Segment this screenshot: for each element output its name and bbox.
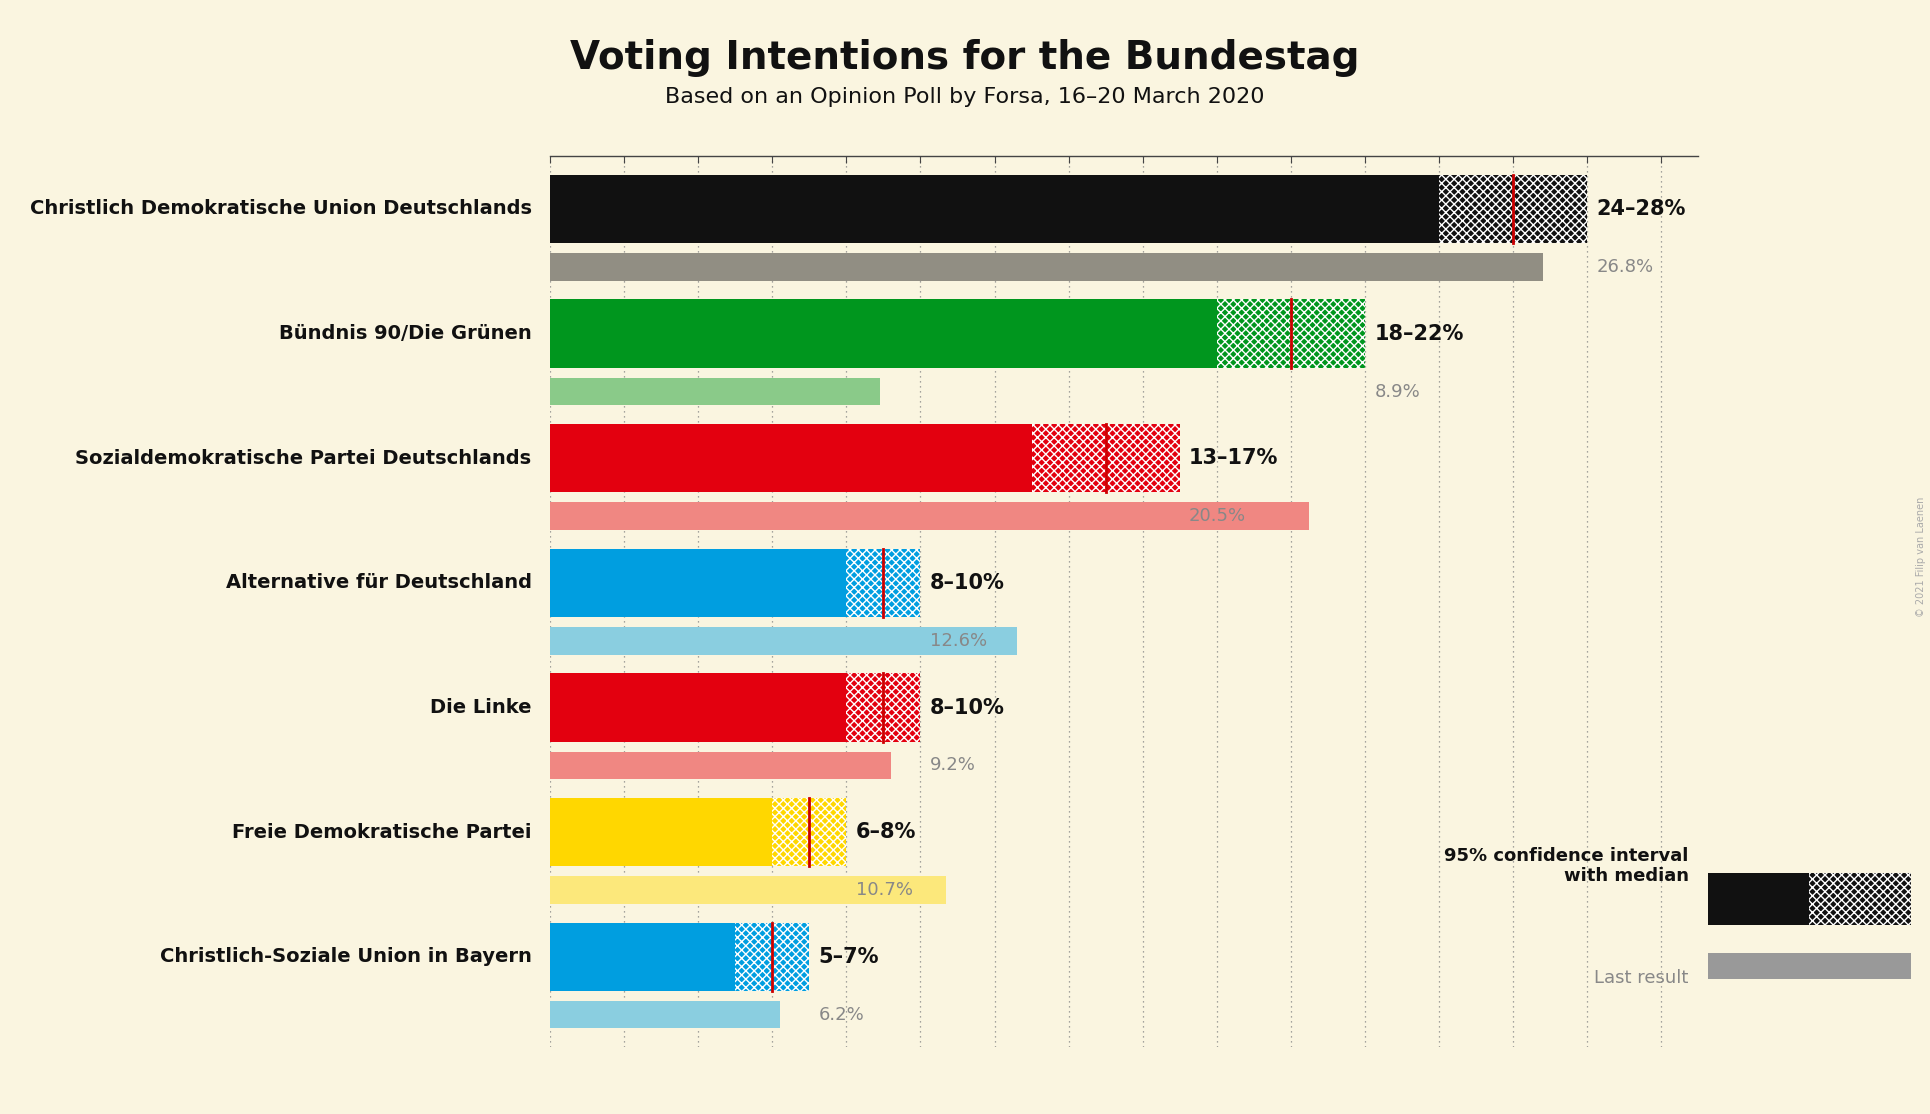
Bar xyxy=(1708,872,1810,925)
Bar xyxy=(1810,872,1911,925)
Bar xyxy=(550,673,847,742)
Text: 5–7%: 5–7% xyxy=(818,947,880,967)
Bar xyxy=(1033,424,1179,492)
Bar xyxy=(550,253,1542,281)
Bar xyxy=(847,548,921,617)
Text: 13–17%: 13–17% xyxy=(1189,448,1278,468)
Bar xyxy=(1440,175,1586,243)
Text: Voting Intentions for the Bundestag: Voting Intentions for the Bundestag xyxy=(569,39,1361,77)
Bar xyxy=(772,798,847,867)
Bar xyxy=(550,922,735,991)
Bar xyxy=(550,752,892,779)
Bar xyxy=(735,922,809,991)
Bar xyxy=(1033,424,1179,492)
Text: 95% confidence interval
with median: 95% confidence interval with median xyxy=(1444,847,1689,886)
Bar xyxy=(550,627,1017,655)
Text: Die Linke: Die Linke xyxy=(430,698,531,717)
Text: 26.8%: 26.8% xyxy=(1596,258,1654,276)
Bar xyxy=(1708,954,1911,979)
Text: 12.6%: 12.6% xyxy=(930,632,986,649)
Bar xyxy=(847,673,921,742)
Bar xyxy=(550,548,847,617)
Text: 6.2%: 6.2% xyxy=(818,1006,865,1024)
Bar xyxy=(1216,300,1365,368)
Bar xyxy=(550,502,1309,530)
Text: 8–10%: 8–10% xyxy=(930,697,1006,717)
Bar xyxy=(550,175,1440,243)
Bar xyxy=(550,798,772,867)
Text: Sozialdemokratische Partei Deutschlands: Sozialdemokratische Partei Deutschlands xyxy=(75,449,531,468)
Text: Christlich-Soziale Union in Bayern: Christlich-Soziale Union in Bayern xyxy=(160,947,531,966)
Text: © 2021 Filip van Laenen: © 2021 Filip van Laenen xyxy=(1916,497,1926,617)
Bar xyxy=(550,378,880,405)
Text: Based on an Opinion Poll by Forsa, 16–20 March 2020: Based on an Opinion Poll by Forsa, 16–20… xyxy=(666,87,1264,107)
Bar xyxy=(1810,872,1911,925)
Text: 8.9%: 8.9% xyxy=(1374,382,1420,401)
Bar xyxy=(847,673,921,742)
Bar xyxy=(735,922,809,991)
Text: Alternative für Deutschland: Alternative für Deutschland xyxy=(226,574,531,593)
Text: Christlich Demokratische Union Deutschlands: Christlich Demokratische Union Deutschla… xyxy=(29,199,531,218)
Bar xyxy=(772,798,847,867)
Bar xyxy=(1216,300,1365,368)
Bar xyxy=(550,300,1216,368)
Text: Last result: Last result xyxy=(1594,969,1689,987)
Bar xyxy=(550,877,946,903)
Bar xyxy=(847,548,921,617)
Bar xyxy=(550,1001,780,1028)
Text: 8–10%: 8–10% xyxy=(930,573,1006,593)
Text: Freie Demokratische Partei: Freie Demokratische Partei xyxy=(232,822,531,842)
Text: 24–28%: 24–28% xyxy=(1596,199,1687,219)
Text: 6–8%: 6–8% xyxy=(855,822,917,842)
Bar xyxy=(1440,175,1586,243)
Bar xyxy=(550,424,1033,492)
Text: 20.5%: 20.5% xyxy=(1189,507,1247,525)
Text: 9.2%: 9.2% xyxy=(930,756,977,774)
Text: Bündnis 90/Die Grünen: Bündnis 90/Die Grünen xyxy=(278,324,531,343)
Text: 18–22%: 18–22% xyxy=(1374,323,1463,343)
Text: 10.7%: 10.7% xyxy=(855,881,913,899)
